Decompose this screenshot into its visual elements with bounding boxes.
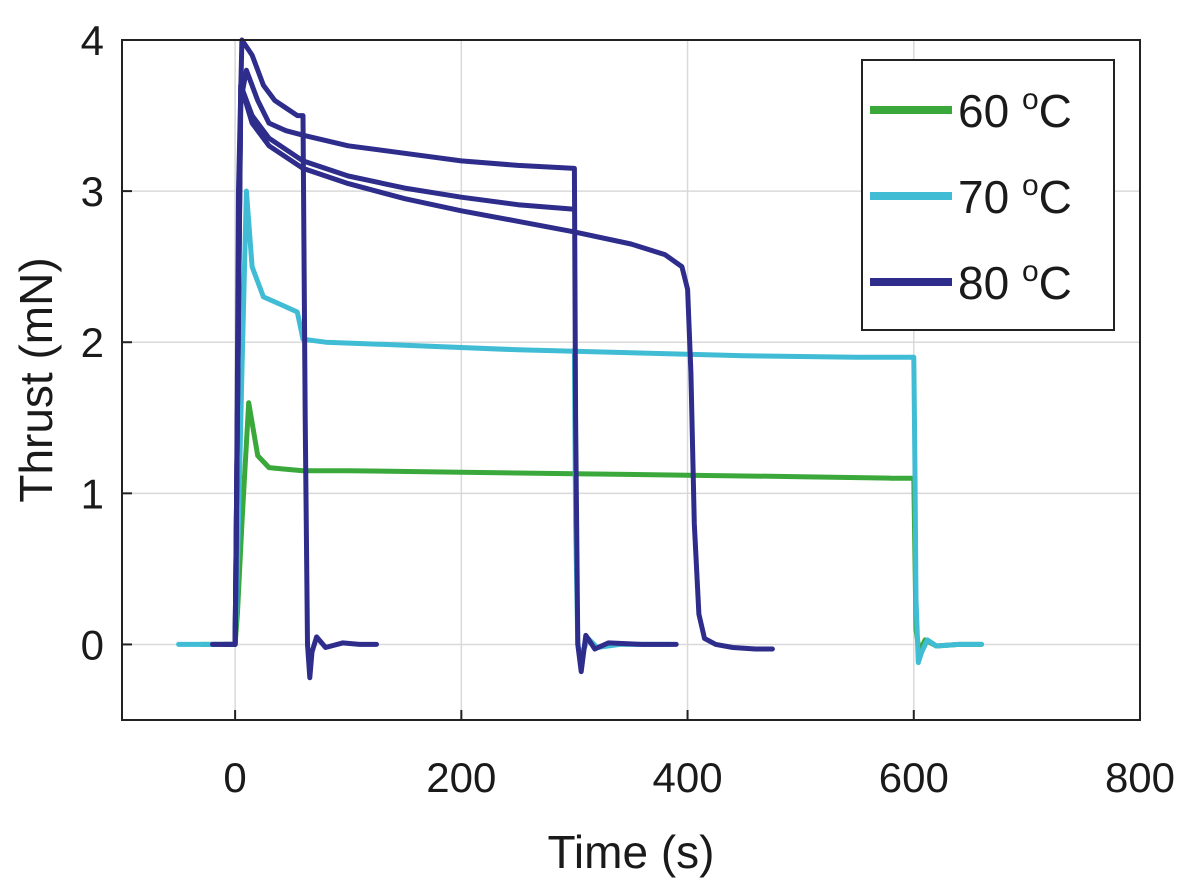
y-tick-label: 1 (81, 470, 104, 517)
series-3-line (232, 82, 775, 652)
y-tick-label: 4 (81, 17, 104, 64)
x-axis-title: Time (s) (548, 826, 715, 878)
axis-ticks: 0 200 400 600 800 0 1 2 3 4 (81, 17, 1175, 801)
y-axis-title: Thrust (mN) (10, 257, 62, 502)
legend: 60 oC 70 oC 80 oC (861, 59, 1115, 331)
y-tick-label: 3 (81, 168, 104, 215)
y-tick-label: 0 (81, 621, 104, 668)
x-tick-label: 600 (879, 754, 949, 801)
x-tick-label: 200 (426, 754, 496, 801)
legend-label: 60 oC (958, 83, 1072, 137)
x-tick-label: 0 (223, 754, 246, 801)
series-3-line (232, 82, 577, 647)
series-lines (176, 37, 985, 681)
x-tick-label: 400 (653, 754, 723, 801)
y-tick-label: 2 (81, 319, 104, 366)
series-2-line (571, 347, 674, 659)
series-1-line (198, 400, 985, 655)
legend-label: 80 oC (958, 255, 1072, 309)
legend-label: 70 oC (958, 169, 1072, 223)
plot-frame (121, 39, 1141, 721)
series-3-line (221, 67, 679, 675)
x-tick-label: 800 (1105, 754, 1175, 801)
